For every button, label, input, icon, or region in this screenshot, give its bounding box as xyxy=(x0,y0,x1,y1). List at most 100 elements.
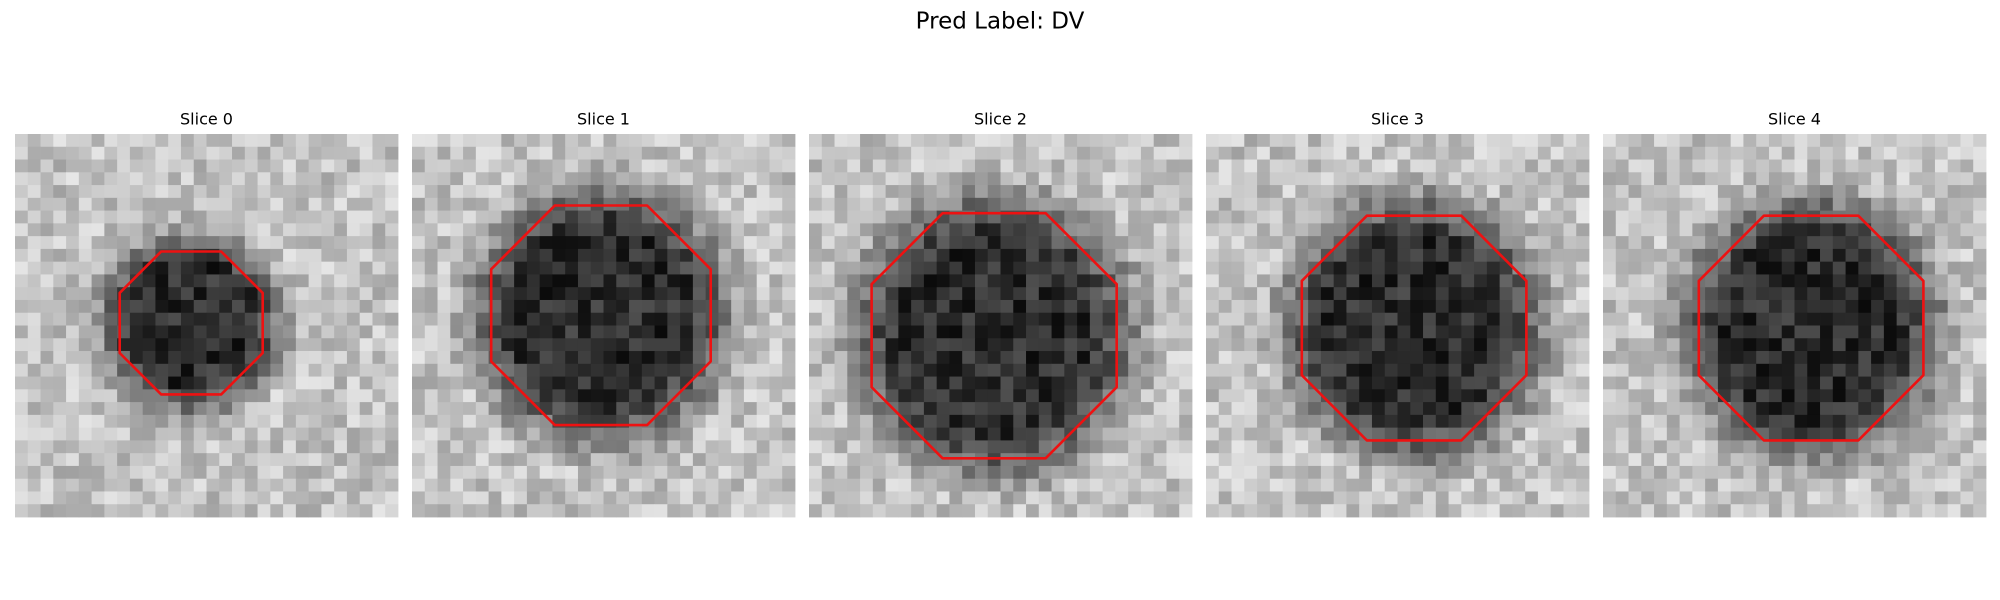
pixel xyxy=(78,134,92,148)
pixel xyxy=(1525,478,1539,492)
pixel xyxy=(1525,389,1539,403)
pixel xyxy=(834,376,848,390)
pixel xyxy=(1423,363,1437,377)
pixel xyxy=(1115,389,1129,403)
pixel xyxy=(756,427,770,441)
pixel xyxy=(53,185,67,199)
pixel xyxy=(142,465,156,480)
pixel xyxy=(565,491,579,505)
pixel xyxy=(1257,478,1271,492)
pixel xyxy=(911,491,925,505)
pixel xyxy=(1768,440,1783,454)
pixel xyxy=(552,146,566,160)
pixel xyxy=(463,465,477,480)
pixel xyxy=(1051,287,1065,301)
pixel xyxy=(40,197,54,211)
pixel xyxy=(1845,338,1859,352)
pixel xyxy=(641,299,655,314)
pixel xyxy=(1934,389,1949,403)
pixel xyxy=(872,414,886,429)
pixel xyxy=(1013,197,1027,211)
pixel xyxy=(1371,491,1386,505)
pixel xyxy=(1820,312,1834,326)
pixel xyxy=(91,134,105,148)
pixel xyxy=(911,363,925,377)
pixel xyxy=(1973,210,1987,224)
pixel xyxy=(667,491,681,505)
pixel xyxy=(321,210,335,224)
pixel xyxy=(270,299,284,314)
pixel xyxy=(1013,363,1027,377)
pixel xyxy=(1499,236,1513,250)
pixel xyxy=(1140,389,1155,403)
pixel xyxy=(1525,159,1539,173)
pixel xyxy=(1064,325,1078,339)
pixel xyxy=(1166,465,1180,480)
pixel xyxy=(680,440,694,454)
pixel xyxy=(168,197,182,211)
pixel xyxy=(1089,351,1104,365)
pixel xyxy=(1397,402,1411,416)
pixel xyxy=(66,210,80,224)
pixel xyxy=(821,172,835,186)
pixel xyxy=(1781,134,1795,148)
pixel xyxy=(539,478,553,492)
pixel xyxy=(1922,185,1936,199)
pixel xyxy=(923,351,938,365)
pixel xyxy=(219,465,233,480)
pixel xyxy=(1051,427,1065,441)
pixel xyxy=(53,172,67,186)
pixel xyxy=(847,236,861,250)
pixel xyxy=(104,427,118,441)
pixel xyxy=(1486,427,1501,441)
pixel xyxy=(603,478,617,492)
pixel xyxy=(1333,440,1347,454)
pixel xyxy=(206,440,220,454)
pixel xyxy=(1628,146,1642,160)
pixel xyxy=(1871,159,1885,173)
pixel xyxy=(629,299,643,314)
pixel xyxy=(923,376,938,390)
pixel xyxy=(1206,351,1220,365)
pixel xyxy=(155,338,169,352)
pixel xyxy=(936,134,950,148)
pixel xyxy=(168,363,182,377)
pixel xyxy=(1153,427,1167,441)
pixel xyxy=(104,185,118,199)
pixel xyxy=(1922,261,1936,275)
pixel xyxy=(232,414,246,429)
pixel xyxy=(1077,248,1091,263)
pixel xyxy=(1166,287,1180,301)
pixel xyxy=(219,440,233,454)
pixel xyxy=(1486,134,1501,148)
pixel xyxy=(743,299,758,314)
pixel xyxy=(206,312,220,326)
image-panel xyxy=(1206,134,1590,518)
pixel xyxy=(1064,491,1078,505)
pixel xyxy=(437,427,451,441)
pixel xyxy=(1102,312,1116,326)
pixel xyxy=(488,440,502,454)
pixel xyxy=(1499,185,1513,199)
pixel xyxy=(232,389,246,403)
pixel xyxy=(1435,504,1449,518)
pixel xyxy=(782,325,796,339)
pixel xyxy=(463,185,477,199)
pixel xyxy=(1295,491,1309,505)
pixel xyxy=(1384,312,1398,326)
pixel xyxy=(885,440,899,454)
pixel xyxy=(1960,389,1974,403)
pixel xyxy=(1359,453,1373,467)
pixel xyxy=(1384,414,1398,429)
pixel xyxy=(949,491,963,505)
pixel xyxy=(1692,146,1706,160)
pixel xyxy=(1692,248,1706,263)
pixel xyxy=(552,248,566,263)
pixel xyxy=(1346,440,1360,454)
pixel xyxy=(15,376,29,390)
pixel xyxy=(104,465,118,480)
pixel xyxy=(501,146,515,160)
pixel xyxy=(552,376,566,390)
pixel xyxy=(155,134,169,148)
pixel xyxy=(616,299,630,314)
